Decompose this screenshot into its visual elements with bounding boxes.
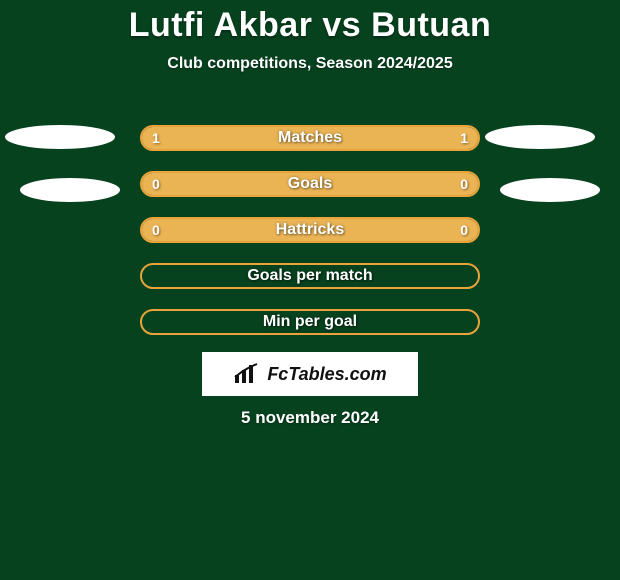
stat-row: Goals per match xyxy=(0,263,620,289)
stat-value-right: 0 xyxy=(460,217,468,243)
comparison-rows: Matches11Goals00Hattricks00Goals per mat… xyxy=(0,125,620,355)
flank-ellipse xyxy=(500,178,600,202)
stat-row: Min per goal xyxy=(0,309,620,335)
flank-ellipse xyxy=(485,125,595,149)
bar-frame xyxy=(140,171,480,197)
date-text: 5 november 2024 xyxy=(0,408,620,428)
stat-row: Hattricks00 xyxy=(0,217,620,243)
stat-value-left: 1 xyxy=(152,125,160,151)
bar-frame xyxy=(140,309,480,335)
bar-frame xyxy=(140,125,480,151)
stat-value-left: 0 xyxy=(152,171,160,197)
flank-ellipse xyxy=(5,125,115,149)
bar-right-fill xyxy=(310,219,478,241)
page-title: Lutfi Akbar vs Butuan xyxy=(0,0,620,45)
bar-left-fill xyxy=(142,219,310,241)
logo-box: FcTables.com xyxy=(202,352,418,396)
logo-text: FcTables.com xyxy=(267,364,386,385)
bar-frame xyxy=(140,263,480,289)
bar-right-fill xyxy=(310,173,478,195)
bar-left-fill xyxy=(142,127,310,149)
subtitle: Club competitions, Season 2024/2025 xyxy=(0,55,620,73)
bar-right-fill xyxy=(310,127,478,149)
bar-frame xyxy=(140,217,480,243)
bar-chart-icon xyxy=(233,363,261,385)
flank-ellipse xyxy=(20,178,120,202)
comparison-infographic: Lutfi Akbar vs Butuan Club competitions,… xyxy=(0,0,620,580)
stat-value-left: 0 xyxy=(152,217,160,243)
stat-value-right: 1 xyxy=(460,125,468,151)
stat-value-right: 0 xyxy=(460,171,468,197)
bar-left-fill xyxy=(142,173,310,195)
